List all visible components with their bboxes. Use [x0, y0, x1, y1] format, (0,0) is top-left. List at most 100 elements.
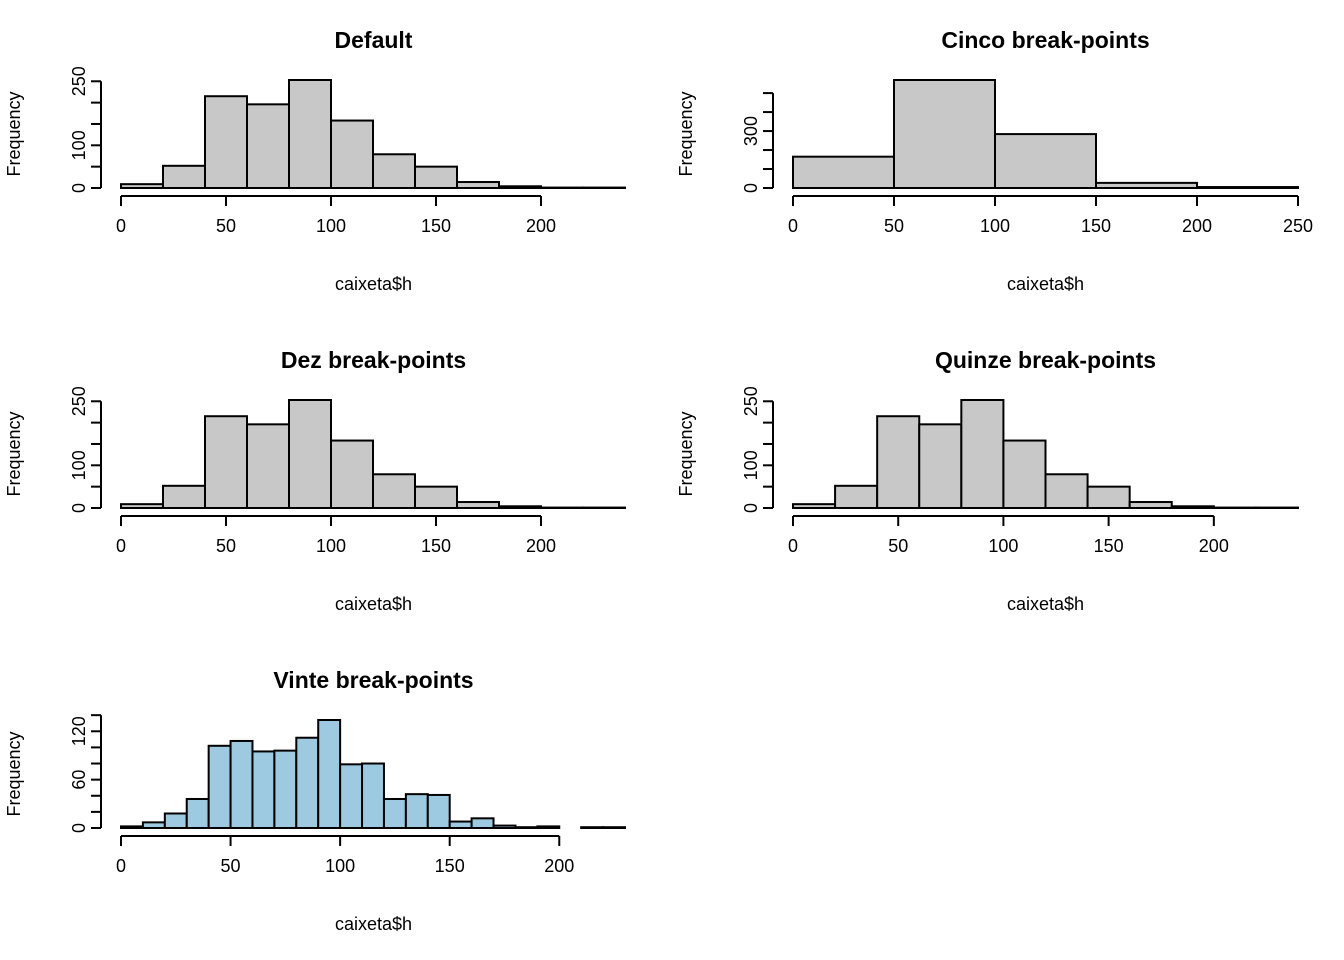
histogram-bar [918, 423, 963, 509]
bar-group [120, 79, 626, 190]
histogram-bar [492, 824, 517, 830]
histogram-bar [273, 749, 298, 830]
y-tick-label: 250 [69, 386, 89, 416]
histogram-bar [185, 797, 210, 829]
histogram-bar [382, 797, 407, 829]
histogram-bar [1086, 485, 1131, 510]
x-tick-label: 250 [1283, 216, 1313, 236]
y-axis-label: Frequency [4, 731, 24, 816]
x-axis-label: caixeta$h [1007, 274, 1084, 294]
histogram-bar [456, 181, 500, 189]
histogram-bar [792, 503, 837, 510]
x-tick-label: 50 [221, 856, 241, 876]
x-axis-label: caixeta$h [1007, 594, 1084, 614]
histogram-bar [246, 103, 290, 189]
x-axis: 0 50 100 150 200 [116, 835, 574, 876]
histogram-bar [1170, 505, 1215, 509]
y-tick-label: 0 [69, 823, 89, 833]
x-tick-label: 150 [1094, 536, 1124, 556]
x-tick-label: 200 [526, 216, 556, 236]
panel-default: Default caixeta$h Frequency 0 50 100 150 200… [4, 27, 626, 294]
bar-group [792, 79, 1299, 190]
histogram-bar [120, 503, 164, 510]
bar-group [792, 399, 1299, 510]
y-axis-label: Frequency [4, 411, 24, 496]
y-axis-label: Frequency [4, 91, 24, 176]
histogram-bar [448, 820, 473, 830]
histogram-bar [120, 825, 144, 830]
y-tick-label: 0 [69, 503, 89, 513]
histogram-bar [876, 415, 921, 509]
histogram-bar [994, 133, 1097, 190]
histogram-bar [1002, 439, 1047, 509]
bar-group [120, 399, 626, 510]
y-tick-label: 100 [69, 130, 89, 160]
histogram-bar [163, 812, 188, 830]
y-tick-label: 250 [69, 66, 89, 96]
histogram-bar [580, 826, 605, 830]
histogram-bar [514, 826, 539, 830]
x-axis-label: caixeta$h [335, 914, 412, 934]
y-tick-label: 100 [741, 450, 761, 480]
x-tick-label: 0 [116, 856, 126, 876]
histogram-bar [204, 415, 248, 509]
histogram-bar [414, 485, 458, 510]
histogram-bar [295, 736, 320, 829]
y-tick-label: 0 [69, 183, 89, 193]
histogram-bar [893, 79, 996, 189]
x-tick-label: 100 [988, 536, 1018, 556]
y-tick-label: 300 [741, 116, 761, 146]
y-tick-label: 0 [741, 183, 761, 193]
panel-title: Quinze break-points [935, 347, 1156, 373]
y-tick-label: 120 [69, 716, 89, 746]
panel-dez-break-points: Dez break-points caixeta$h Frequency 0 50… [4, 347, 626, 614]
histogram-bar [456, 501, 500, 509]
histogram-bar [288, 79, 332, 189]
x-tick-label: 200 [1199, 536, 1229, 556]
x-tick-label: 0 [788, 536, 798, 556]
x-axis: 0 50 100 150 200 [788, 515, 1229, 556]
histogram-bar [120, 183, 164, 189]
x-axis: 0 50 100 150 200 250 [788, 195, 1313, 236]
x-tick-label: 200 [544, 856, 574, 876]
histogram-bar [207, 744, 232, 829]
y-axis: 0 100 250 [741, 386, 774, 513]
x-tick-label: 150 [421, 536, 451, 556]
x-tick-label: 200 [526, 536, 556, 556]
y-tick-label: 100 [69, 450, 89, 480]
x-tick-label: 150 [1081, 216, 1111, 236]
y-axis: 0 60 120 [69, 714, 102, 833]
x-tick-label: 0 [788, 216, 798, 236]
x-axis-label: caixeta$h [335, 274, 412, 294]
histogram-bar [404, 793, 429, 829]
histogram-bar [834, 484, 879, 509]
x-tick-label: 50 [888, 536, 908, 556]
histogram-bar [317, 719, 342, 829]
panel-title: Dez break-points [281, 347, 466, 373]
x-tick-label: 0 [116, 216, 126, 236]
histogram-bar [162, 164, 206, 189]
x-tick-label: 100 [316, 216, 346, 236]
panel-quinze-break-points: Quinze break-points caixeta$h Frequency … [676, 347, 1299, 614]
x-tick-label: 50 [216, 536, 236, 556]
histogram-bar [498, 185, 542, 190]
histogram-bar [372, 153, 416, 189]
histogram-bar [602, 826, 627, 830]
histogram-bar [426, 793, 451, 829]
x-tick-label: 150 [435, 856, 465, 876]
histogram-bar [470, 817, 495, 830]
panel-title: Cinco break-points [941, 27, 1149, 53]
histogram-bar [792, 155, 895, 190]
histogram-bar [414, 165, 458, 190]
y-axis-label: Frequency [676, 411, 696, 496]
x-axis-label: caixeta$h [335, 594, 412, 614]
histogram-bar [330, 119, 374, 189]
histogram-bar [251, 750, 276, 830]
x-tick-label: 50 [216, 216, 236, 236]
panel-title: Vinte break-points [273, 667, 473, 693]
histogram-bar [960, 399, 1005, 509]
x-axis: 0 50 100 150 200 [116, 515, 556, 556]
bar-group [120, 719, 627, 830]
histogram-bar [204, 95, 248, 189]
